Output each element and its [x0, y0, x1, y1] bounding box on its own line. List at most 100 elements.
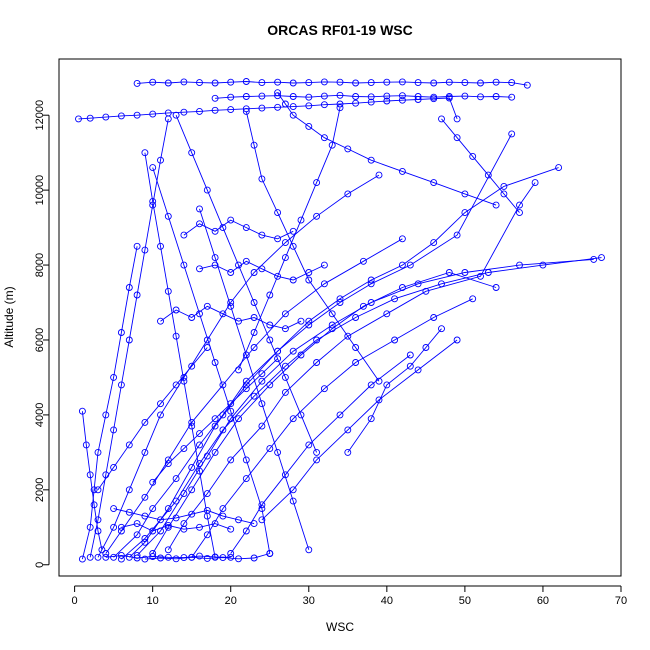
series-line: [261, 339, 458, 521]
data-point: [196, 205, 203, 213]
data-point: [266, 381, 274, 389]
data-point: [172, 306, 180, 314]
data-point: [211, 227, 219, 235]
data-point: [196, 79, 203, 87]
data-point: [219, 505, 227, 513]
data-point: [430, 93, 438, 101]
data-point: [180, 525, 188, 533]
x-axis-label: WSC: [326, 620, 354, 634]
data-point: [430, 314, 438, 321]
data-point: [86, 114, 94, 122]
data-point: [438, 325, 445, 333]
data-point: [110, 523, 118, 531]
data-point: [164, 460, 172, 468]
data-point: [141, 535, 149, 542]
data-point: [188, 510, 196, 518]
data-point: [211, 359, 219, 366]
data-point: [336, 104, 344, 112]
data-point: [336, 411, 344, 419]
data-point: [141, 448, 149, 456]
data-point: [164, 79, 172, 87]
data-point: [274, 78, 282, 86]
data-point: [133, 242, 141, 250]
data-point: [242, 105, 250, 113]
data-point: [305, 269, 313, 276]
data-point: [477, 79, 484, 87]
data-point: [289, 79, 297, 87]
data-point: [157, 554, 164, 562]
data-point: [196, 441, 203, 449]
series-25: [117, 520, 235, 535]
data-point: [250, 269, 258, 276]
series-line: [121, 523, 231, 532]
data-point: [164, 109, 172, 117]
series-5: [110, 130, 516, 561]
data-point: [359, 302, 367, 310]
data-point: [328, 325, 336, 333]
data-point: [133, 79, 141, 87]
data-point: [180, 78, 188, 86]
data-point: [141, 493, 149, 501]
data-point: [94, 516, 102, 524]
data-point: [359, 257, 367, 265]
data-point: [219, 310, 227, 318]
data-point: [133, 520, 141, 528]
series-line: [347, 328, 442, 453]
data-point: [320, 280, 328, 288]
data-point: [313, 456, 321, 464]
data-point: [125, 508, 133, 516]
series-line: [113, 133, 513, 558]
data-point: [492, 78, 500, 86]
data-point: [297, 351, 305, 359]
data-point: [196, 265, 203, 273]
data-point: [297, 216, 305, 224]
data-point: [78, 407, 86, 415]
data-point: [180, 108, 188, 116]
data-point: [227, 302, 235, 310]
data-point: [461, 92, 469, 100]
data-point: [539, 261, 547, 269]
data-point: [203, 186, 211, 194]
data-point: [149, 553, 157, 560]
data-point: [258, 79, 266, 87]
data-point: [258, 265, 266, 273]
y-tick-label: 2000: [34, 478, 46, 502]
y-tick-label: 8000: [34, 253, 46, 277]
data-point: [180, 377, 188, 385]
series-line: [152, 358, 278, 483]
x-tick-label: 40: [381, 595, 393, 607]
data-point: [305, 93, 313, 101]
data-point: [305, 441, 313, 449]
data-point: [235, 415, 242, 423]
series-27: [141, 550, 274, 563]
data-point: [320, 78, 328, 86]
series-line: [105, 238, 403, 554]
data-point: [188, 314, 196, 321]
data-point: [508, 130, 516, 138]
data-point: [398, 261, 406, 269]
data-point: [188, 422, 196, 430]
data-point: [398, 78, 406, 86]
data-point: [352, 359, 360, 366]
data-point: [383, 381, 391, 389]
data-point: [430, 239, 438, 247]
data-point: [94, 553, 102, 561]
data-point: [188, 486, 196, 494]
data-point: [281, 100, 289, 108]
series-line: [199, 260, 325, 281]
data-point: [242, 78, 250, 85]
data-point: [211, 94, 219, 102]
data-point: [555, 164, 563, 172]
data-point: [141, 512, 149, 520]
data-point: [250, 520, 258, 528]
data-point: [235, 366, 242, 374]
x-tick-label: 60: [537, 595, 549, 607]
data-point: [367, 299, 375, 306]
data-point: [164, 553, 172, 561]
data-point: [367, 381, 375, 389]
series-line: [128, 167, 559, 558]
data-point: [188, 553, 196, 561]
data-point: [149, 164, 157, 172]
data-point: [500, 182, 508, 190]
